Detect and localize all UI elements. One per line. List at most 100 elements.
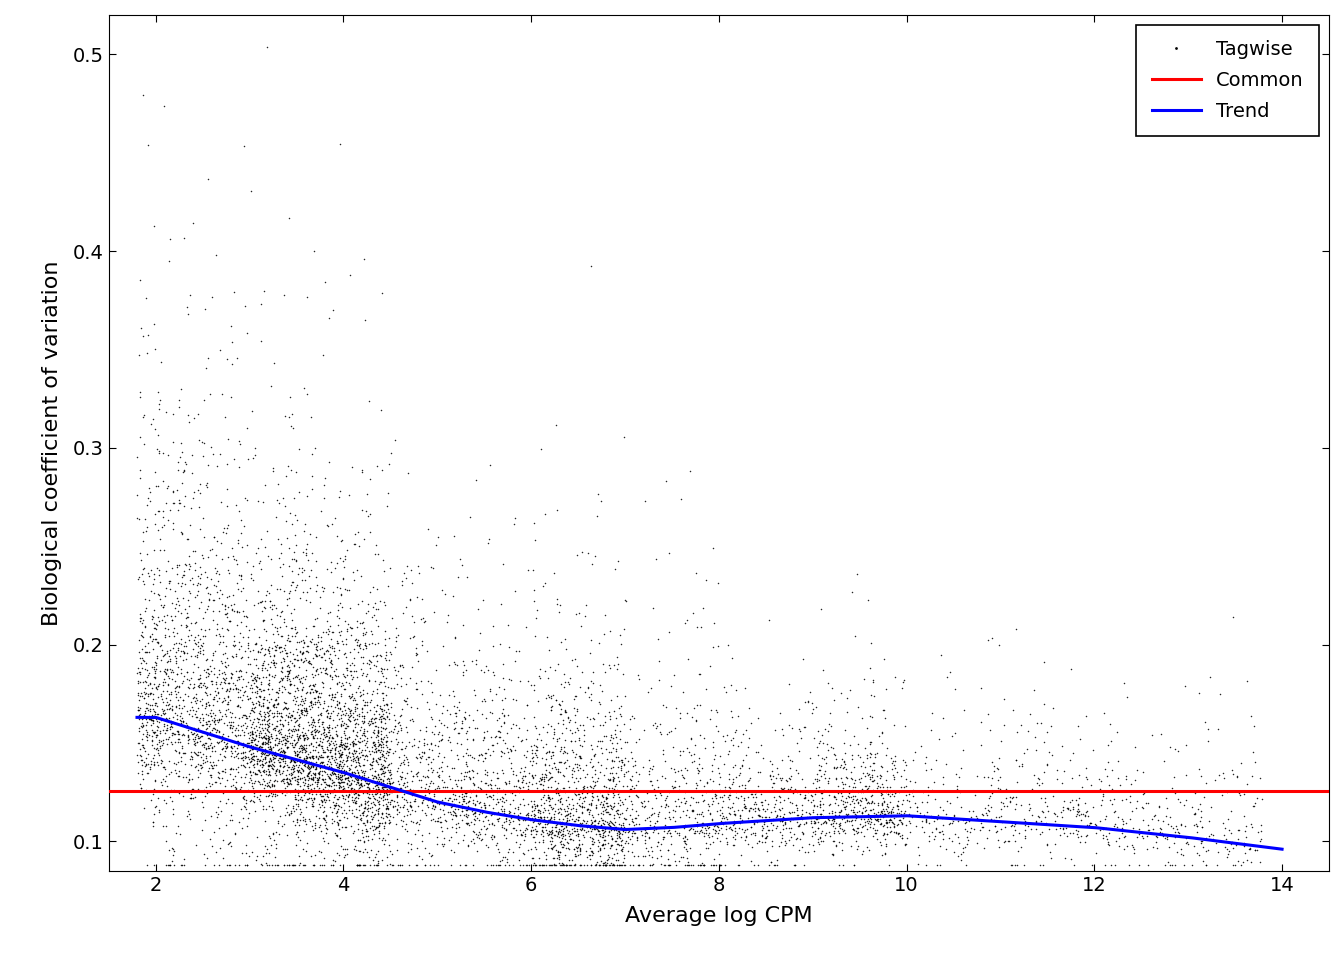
Point xyxy=(391,764,413,780)
Point xyxy=(547,844,569,859)
Point xyxy=(192,642,214,658)
Point xyxy=(344,732,366,747)
Point xyxy=(359,654,380,669)
Point xyxy=(781,796,802,811)
Point xyxy=(659,857,680,873)
Point xyxy=(302,787,324,803)
Point xyxy=(142,411,164,426)
Point xyxy=(159,697,180,712)
Point xyxy=(673,770,695,785)
Point xyxy=(187,577,208,592)
Point xyxy=(145,705,167,720)
Point xyxy=(575,785,597,801)
Point xyxy=(324,853,345,869)
Point xyxy=(374,594,395,610)
Point xyxy=(707,760,728,776)
Point xyxy=(137,766,159,781)
Point xyxy=(704,788,726,804)
Point xyxy=(288,777,309,792)
Point xyxy=(876,796,898,811)
Point xyxy=(1251,831,1273,847)
Point xyxy=(254,813,276,828)
Point xyxy=(837,789,859,804)
Point xyxy=(286,727,308,742)
Point xyxy=(802,837,824,852)
Point xyxy=(448,569,469,585)
Point xyxy=(340,677,362,692)
Point xyxy=(293,750,314,765)
Point xyxy=(726,789,747,804)
Point xyxy=(492,817,513,832)
Point xyxy=(282,670,304,685)
Point xyxy=(672,804,694,819)
Point xyxy=(355,637,376,653)
Point xyxy=(406,769,427,784)
Point xyxy=(905,818,926,833)
Point xyxy=(195,360,216,375)
Point xyxy=(191,691,212,707)
Point xyxy=(370,675,391,690)
Point xyxy=(438,832,460,848)
Point xyxy=(595,857,617,873)
Point xyxy=(810,824,832,839)
Point xyxy=(478,797,500,812)
Point xyxy=(142,704,164,719)
Point xyxy=(216,457,238,472)
Point xyxy=(343,663,364,679)
Point xyxy=(297,792,319,807)
Point xyxy=(375,832,396,848)
Point xyxy=(528,727,550,742)
Point xyxy=(367,780,388,795)
Point xyxy=(223,738,245,754)
Point xyxy=(371,746,392,761)
Point xyxy=(284,744,305,759)
Point xyxy=(352,764,374,780)
Point xyxy=(798,845,820,860)
Point xyxy=(332,571,353,587)
Point xyxy=(190,733,211,749)
Point xyxy=(206,565,227,581)
Point xyxy=(718,805,739,821)
Point xyxy=(552,857,574,873)
Point xyxy=(614,688,636,704)
Point xyxy=(202,446,223,462)
Point xyxy=(1094,761,1116,777)
Point xyxy=(292,561,313,576)
Point xyxy=(234,792,255,807)
Point xyxy=(155,726,176,741)
Point xyxy=(155,620,176,636)
Point xyxy=(250,334,271,349)
Point xyxy=(513,828,535,844)
Point xyxy=(324,740,345,756)
Point xyxy=(212,740,234,756)
Point xyxy=(290,790,312,805)
Point xyxy=(353,801,375,816)
Point xyxy=(1120,788,1141,804)
Point xyxy=(610,723,632,738)
Point xyxy=(676,844,698,859)
Point xyxy=(739,772,761,787)
Point xyxy=(207,723,228,738)
Point xyxy=(282,762,304,778)
Point xyxy=(276,775,297,790)
Point xyxy=(1196,857,1218,873)
Point xyxy=(599,771,621,786)
Point xyxy=(530,770,551,785)
Point xyxy=(219,693,241,708)
Point xyxy=(247,660,269,676)
Point xyxy=(806,811,828,827)
Point xyxy=(259,767,281,782)
Point xyxy=(297,746,319,761)
Point xyxy=(675,819,696,834)
Point xyxy=(284,787,305,803)
Point xyxy=(482,664,504,680)
Point xyxy=(535,506,556,521)
Point xyxy=(211,597,233,612)
Point xyxy=(192,717,214,732)
Point xyxy=(517,781,539,797)
Point xyxy=(391,577,413,592)
Point xyxy=(531,824,552,839)
Point xyxy=(613,854,634,870)
Point xyxy=(703,739,724,755)
Point xyxy=(763,857,785,873)
